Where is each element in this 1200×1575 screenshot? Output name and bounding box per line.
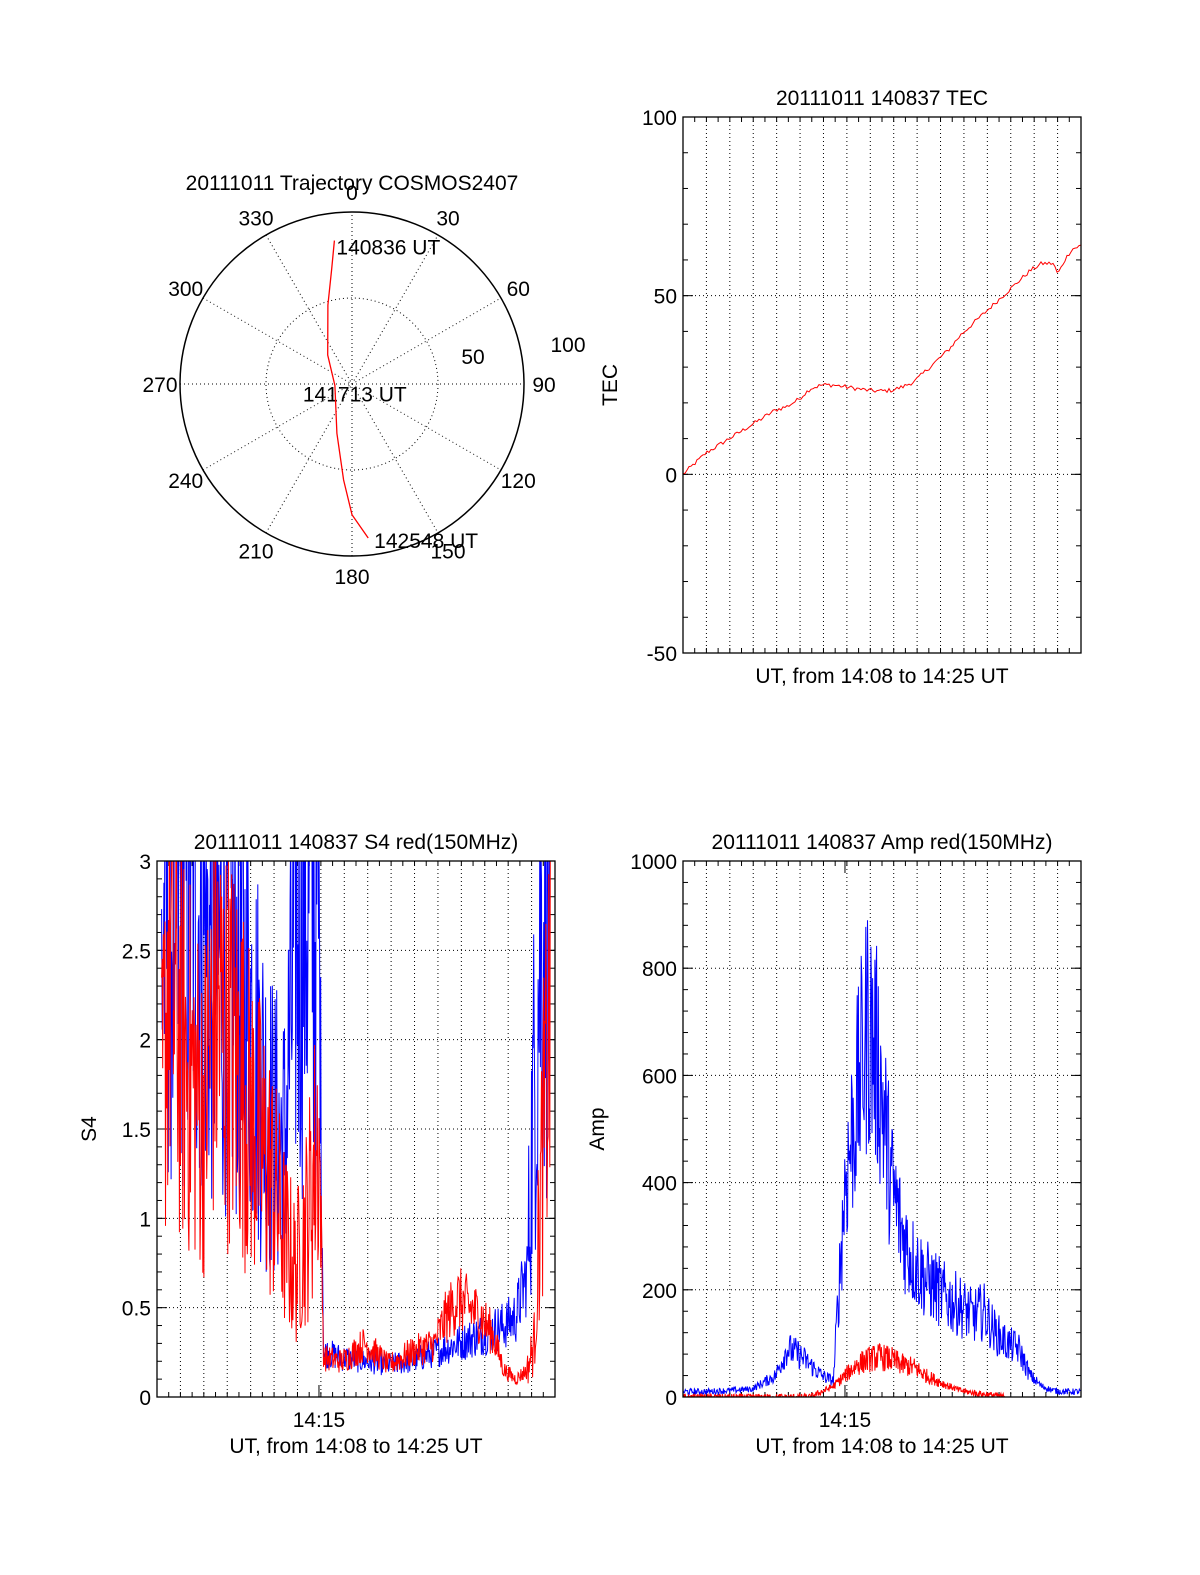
chart-title: 20111011 Trajectory COSMOS2407 (186, 172, 519, 195)
plot-frame (682, 116, 1082, 654)
trajectory-time-label: 142548 UT (374, 530, 478, 553)
y-tick-label: 0 (139, 1387, 151, 1410)
series-group (683, 920, 1081, 1397)
angle-tick-label: 210 (238, 540, 273, 563)
trajectory-time-label: 141713 UT (303, 383, 407, 406)
x-tick-label: 14:15 (293, 1409, 346, 1432)
y-tick-label: 0 (665, 464, 677, 487)
angle-tick-label: 180 (334, 566, 369, 589)
polar-labels: 0 30 60 90 120 150 180 210 240 270 300 330 50 100 1408… (142, 182, 585, 589)
chart-title: 20111011 140837 TEC (776, 87, 988, 110)
y-tick-label: 1.5 (122, 1119, 151, 1142)
angle-tick-label: 270 (142, 374, 177, 397)
series-line-red (161, 861, 551, 1386)
y-tick-label: 200 (642, 1280, 677, 1303)
radial-tick-label: 50 (461, 346, 484, 369)
trajectory-time-label: 140836 UT (336, 237, 440, 260)
y-axis-label: S4 (78, 1116, 101, 1142)
y-tick-label: -50 (647, 643, 677, 666)
angle-tick-label: 90 (532, 374, 555, 397)
angle-tick-label: 240 (168, 470, 203, 493)
y-axis-label: TEC (599, 364, 622, 406)
trajectory-line (327, 240, 369, 539)
chart-title: 20111011 140837 S4 red(150MHz) (194, 831, 519, 854)
y-tick-label: 2.5 (122, 940, 151, 963)
angle-tick-label: 30 (436, 208, 459, 231)
angle-tick-label: 120 (501, 470, 536, 493)
y-tick-label: 3 (139, 851, 151, 874)
series-group (161, 861, 551, 1386)
polar-grid (179, 211, 525, 557)
series-group (683, 244, 1081, 475)
series-line-blue (683, 920, 1081, 1396)
chart-title: 20111011 140837 Amp red(150MHz) (712, 831, 1053, 854)
y-tick-label: 0 (665, 1387, 677, 1410)
y-tick-label: 400 (642, 1173, 677, 1196)
angle-tick-label: 60 (507, 278, 530, 301)
y-tick-label: 100 (642, 107, 677, 130)
chart-trajectory: 20111011 Trajectory COSMOS2407 0 30 60 90 12… (142, 172, 585, 589)
angle-tick-label: 300 (168, 278, 203, 301)
y-tick-label: 800 (642, 958, 677, 981)
x-axis-label: UT, from 14:08 to 14:25 UT (755, 1435, 1008, 1458)
chart-tec: 20111011 140837 TEC -50 0 50 100 UT, from 14:… (599, 87, 1082, 688)
plot-frame (156, 860, 556, 1398)
angle-tick-label: 150 (430, 540, 465, 563)
x-tick-label: 14:15 (819, 1409, 872, 1432)
y-tick-label: 50 (654, 286, 677, 309)
plot-frame (682, 860, 1082, 1398)
y-tick-label: 1 (139, 1208, 151, 1231)
chart-s4: 20111011 140837 S4 red(150MHz) 0 0.5 1 1.5 2 2… (78, 831, 556, 1458)
chart-amp: 20111011 140837 Amp red(150MHz) 0 200 400 60… (586, 831, 1082, 1458)
series-line-red (683, 244, 1081, 475)
polar-spoke (265, 234, 439, 534)
polar-ring-50 (265, 297, 439, 471)
x-axis-label: UT, from 14:08 to 14:25 UT (229, 1435, 482, 1458)
angle-tick-label: 0 (346, 182, 358, 205)
polar-series (327, 240, 369, 539)
y-tick-label: 600 (642, 1065, 677, 1088)
y-tick-label: 2 (139, 1030, 151, 1053)
y-tick-label: 0.5 (122, 1298, 151, 1321)
y-tick-label: 1000 (630, 851, 677, 874)
radial-tick-label: 100 (550, 334, 585, 357)
angle-tick-label: 330 (238, 208, 273, 231)
y-axis-label: Amp (586, 1107, 609, 1150)
x-axis-label: UT, from 14:08 to 14:25 UT (755, 665, 1008, 688)
